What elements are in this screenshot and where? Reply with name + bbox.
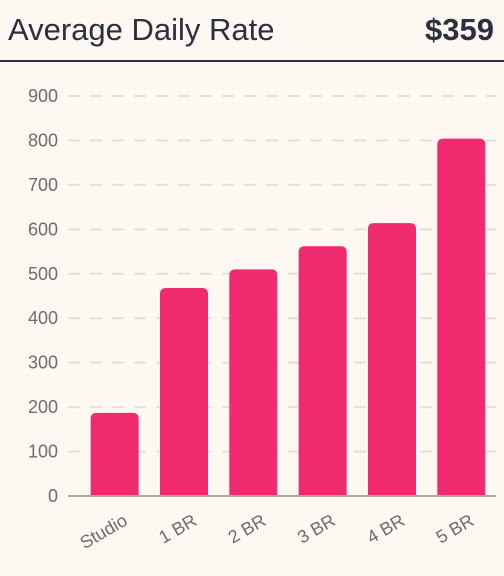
- x-tick-label: 4 BR: [363, 510, 408, 547]
- y-axis-ticks: 0 100 200 300 400 500 600 700 800 900: [28, 86, 58, 506]
- y-tick-label: 500: [28, 264, 58, 284]
- bar-1-br: [160, 288, 208, 496]
- bar-studio: [90, 412, 139, 496]
- y-tick-label: 300: [28, 353, 58, 373]
- y-tick-label: 100: [28, 442, 58, 462]
- y-tick-label: 800: [28, 130, 58, 150]
- y-tick-label: 0: [48, 486, 58, 506]
- bars: [90, 138, 486, 496]
- x-tick-label: 2 BR: [225, 510, 270, 547]
- y-tick-label: 200: [28, 397, 58, 417]
- average-daily-rate-value: $359: [425, 12, 494, 47]
- y-tick-label: 400: [28, 308, 58, 328]
- bar-3-br: [298, 246, 347, 496]
- gridlines: [68, 95, 496, 453]
- widget-title: Average Daily Rate: [8, 12, 275, 47]
- y-tick-label: 600: [28, 219, 58, 239]
- y-tick-label: 900: [28, 86, 58, 106]
- bar-2-br: [229, 269, 278, 496]
- bar-5-br: [437, 138, 486, 496]
- x-tick-label: 1 BR: [155, 510, 200, 547]
- x-tick-label: 3 BR: [294, 510, 339, 547]
- x-tick-label: 5 BR: [433, 510, 478, 547]
- widget-header: Average Daily Rate $359: [0, 0, 504, 62]
- x-axis-ticks: Studio 1 BR 2 BR 3 BR 4 BR 5 BR: [76, 510, 477, 553]
- x-tick-label: Studio: [76, 510, 130, 553]
- bar-4-br: [368, 223, 416, 496]
- y-tick-label: 700: [28, 175, 58, 195]
